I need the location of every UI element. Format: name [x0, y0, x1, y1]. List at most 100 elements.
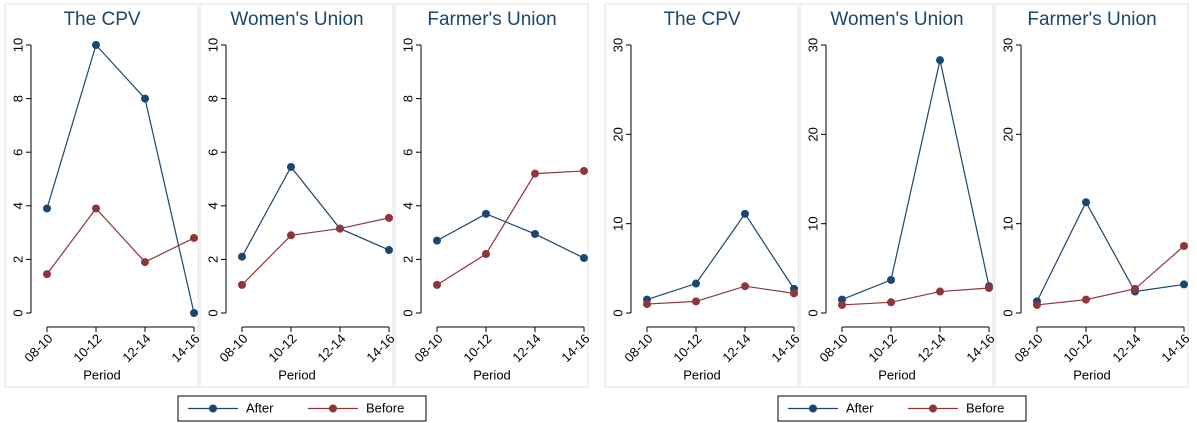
y-tick-label: 30 — [1000, 38, 1015, 52]
x-tick-label: 10-12 — [865, 331, 899, 365]
y-tick-label: 2 — [205, 256, 220, 263]
x-tick-label: 10-12 — [460, 331, 494, 365]
y-tick-label: 20 — [1000, 127, 1015, 141]
series-line — [46, 43, 195, 314]
panel-frame — [799, 3, 994, 388]
y-tick-label: 2 — [400, 256, 415, 263]
y-tick-label: 10 — [805, 216, 820, 230]
x-tick-label: 12-14 — [914, 331, 948, 365]
data-point — [1180, 242, 1188, 250]
series-line — [841, 287, 990, 306]
y-tick-label: 8 — [10, 95, 25, 102]
y-tick-label: 0 — [10, 309, 25, 316]
data-point — [190, 233, 198, 242]
x-axis-label: Period — [278, 367, 316, 382]
panel-frame — [394, 3, 589, 388]
series-line — [436, 170, 585, 286]
data-point — [1082, 198, 1090, 207]
series-line — [241, 217, 390, 286]
data-point — [643, 300, 651, 309]
data-point — [838, 300, 846, 309]
data-point — [790, 289, 798, 298]
panel-frame — [4, 3, 199, 388]
y-tick-label: 20 — [805, 127, 820, 141]
x-tick-label: 08-10 — [216, 331, 250, 365]
data-point — [433, 280, 441, 289]
x-tick-label: 08-10 — [1011, 331, 1045, 365]
series-line — [841, 60, 990, 301]
panel-title: Women's Union — [830, 9, 963, 30]
series-line — [646, 212, 795, 301]
x-axis-label: Period — [83, 367, 121, 382]
panel-title: Farmer's Union — [1027, 9, 1156, 30]
x-tick-label: 14-16 — [1158, 331, 1192, 365]
y-tick-label: 0 — [610, 309, 625, 316]
data-point — [936, 287, 944, 296]
data-point — [287, 231, 295, 240]
legend-marker — [929, 404, 937, 413]
y-tick-label: 10 — [610, 216, 625, 230]
data-point — [287, 162, 295, 171]
y-tick-label: 30 — [805, 38, 820, 52]
legend-label: Before — [966, 400, 1004, 415]
data-point — [887, 298, 895, 307]
x-tick-label: 10-12 — [670, 331, 704, 365]
data-point — [43, 270, 51, 279]
panel-frame — [199, 3, 394, 388]
legend-label: Before — [366, 400, 404, 415]
data-point — [482, 250, 490, 259]
data-point — [385, 213, 393, 222]
y-tick-label: 10 — [1000, 216, 1015, 230]
x-tick-label: 08-10 — [816, 331, 850, 365]
panel-title: The CPV — [63, 9, 140, 30]
data-point — [692, 297, 700, 306]
x-tick-label: 14-16 — [168, 331, 202, 365]
y-tick-label: 0 — [805, 309, 820, 316]
x-tick-label: 08-10 — [21, 331, 55, 365]
series-line — [436, 213, 585, 259]
panel-frame — [604, 3, 799, 388]
data-point — [1180, 280, 1188, 289]
data-point — [936, 56, 944, 65]
x-tick-label: 10-12 — [1060, 331, 1094, 365]
data-point — [1082, 295, 1090, 304]
y-tick-label: 8 — [205, 95, 220, 102]
y-tick-label: 10 — [400, 38, 415, 52]
data-point — [531, 169, 539, 178]
legend-marker — [209, 404, 217, 413]
data-point — [92, 204, 100, 213]
legend-marker — [329, 404, 337, 413]
data-point — [580, 166, 588, 175]
data-point — [531, 229, 539, 238]
data-point — [141, 258, 149, 267]
series-line — [241, 165, 390, 258]
panel-title: The CPV — [663, 9, 740, 30]
x-tick-label: 10-12 — [70, 331, 104, 365]
data-point — [692, 279, 700, 288]
x-tick-label: 12-14 — [119, 331, 153, 365]
x-tick-label: 12-14 — [1109, 331, 1143, 365]
y-tick-label: 6 — [205, 149, 220, 156]
data-point — [433, 236, 441, 245]
x-tick-label: 12-14 — [314, 331, 348, 365]
y-tick-label: 30 — [610, 38, 625, 52]
y-tick-label: 8 — [400, 95, 415, 102]
data-point — [741, 282, 749, 291]
y-tick-label: 0 — [205, 309, 220, 316]
x-tick-label: 14-16 — [963, 331, 997, 365]
x-tick-label: 08-10 — [621, 331, 655, 365]
x-tick-label: 08-10 — [411, 331, 445, 365]
y-tick-label: 6 — [10, 149, 25, 156]
y-tick-label: 4 — [400, 202, 415, 209]
x-axis-label: Period — [878, 367, 916, 382]
y-tick-label: 6 — [400, 149, 415, 156]
x-axis-label: Period — [473, 367, 511, 382]
series-line — [1036, 245, 1185, 306]
data-point — [92, 41, 100, 49]
data-point — [238, 280, 246, 289]
panel-frame — [994, 3, 1189, 388]
series-line — [46, 207, 195, 275]
x-axis-label: Period — [683, 367, 721, 382]
x-tick-label: 14-16 — [558, 331, 592, 365]
